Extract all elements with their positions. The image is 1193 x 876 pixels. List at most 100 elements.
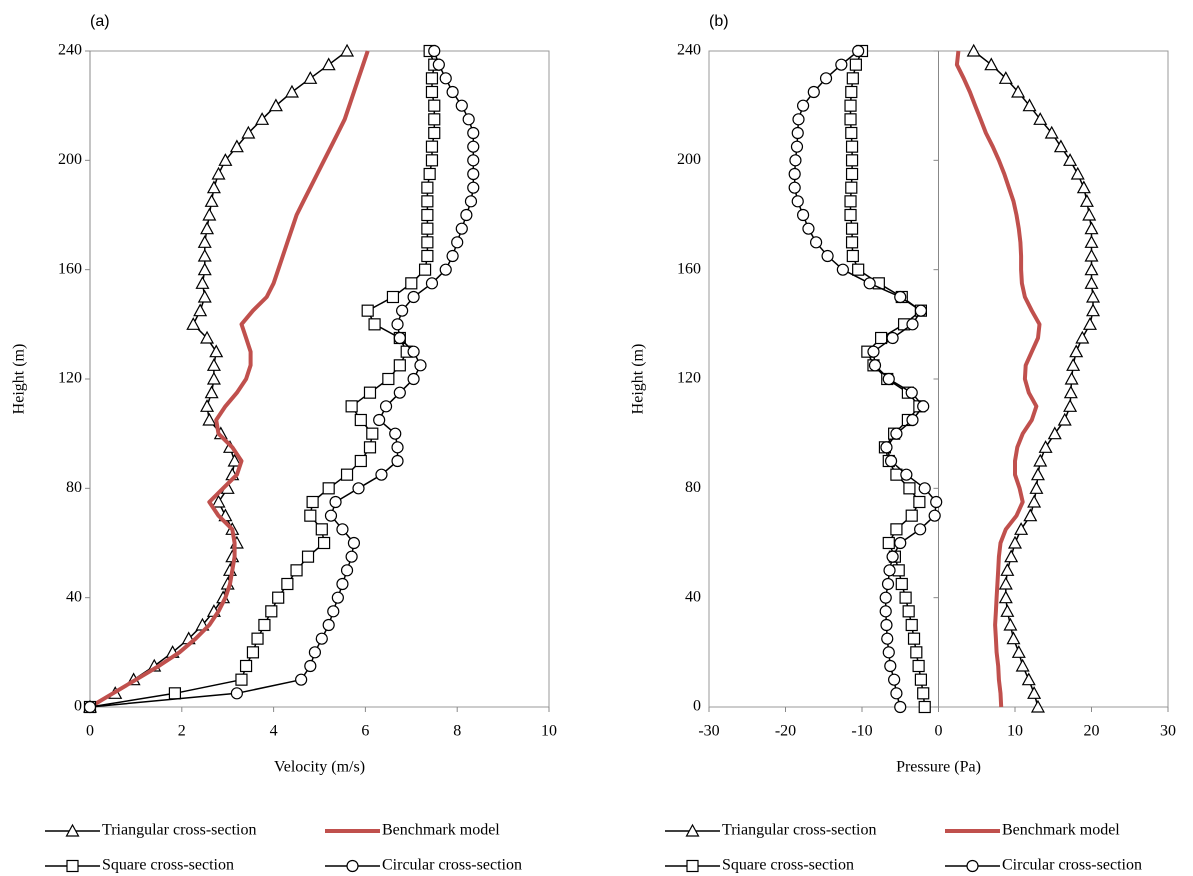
panel-label: (a) (90, 13, 110, 30)
triangle-marker (195, 276, 210, 289)
square-marker (844, 99, 857, 112)
circle-marker (428, 44, 441, 58)
square-marker (917, 687, 930, 700)
y-tick-label: 240 (58, 42, 82, 59)
x-tick-label: 10 (1007, 723, 1023, 740)
square-marker (845, 126, 858, 140)
square-marker (301, 550, 315, 563)
circle-marker (880, 618, 893, 632)
legend-label: Square cross-section (102, 857, 234, 874)
triangle-marker (1000, 563, 1015, 576)
circle-marker (821, 249, 834, 263)
square-marker (258, 618, 271, 632)
circle-marker (879, 605, 892, 618)
square-marker (363, 441, 377, 454)
circle-marker (863, 277, 876, 290)
triangle-marker (998, 590, 1013, 604)
square-marker (852, 263, 865, 276)
y-tick-label: 40 (685, 588, 701, 605)
square-marker (425, 154, 439, 167)
square-marker (890, 523, 903, 536)
square-marker (421, 181, 434, 194)
square-marker (845, 181, 858, 194)
circle-marker (396, 304, 409, 317)
triangle-marker (1084, 221, 1099, 235)
square-marker (914, 673, 928, 686)
circle-marker (446, 85, 459, 99)
circle-marker (882, 372, 895, 386)
circle-marker (809, 236, 823, 249)
square-marker (899, 591, 912, 604)
triangle-marker (1063, 399, 1078, 412)
y-tick-label: 160 (677, 260, 701, 277)
circle-marker (391, 318, 404, 331)
triangle-marker (1033, 112, 1048, 125)
triangle-marker (218, 153, 233, 166)
legend-label: Triangular cross-section (102, 822, 257, 839)
square-marker (421, 236, 434, 249)
circle-marker (894, 700, 907, 714)
triangle-marker (211, 166, 226, 180)
y-tick-label: 200 (677, 151, 701, 168)
circle-marker (467, 167, 480, 181)
triangle-marker (241, 125, 256, 139)
circle-marker (894, 536, 907, 550)
triangle-marker (1066, 358, 1081, 371)
square-marker (386, 290, 400, 304)
triangle-marker (1027, 494, 1042, 508)
square-marker (912, 659, 925, 673)
square-marker (354, 454, 367, 468)
triangle-marker (200, 221, 215, 235)
circle-marker (906, 318, 919, 331)
square-marker (421, 195, 434, 208)
triangle-marker (1033, 453, 1048, 467)
triangle-marker (197, 235, 212, 248)
x-tick-label: -30 (698, 723, 719, 740)
triangle-marker (204, 194, 219, 207)
circle-marker (802, 222, 815, 235)
square-marker (363, 386, 377, 399)
square-marker (845, 236, 859, 249)
circle-marker (315, 632, 328, 645)
circle-marker (467, 126, 480, 140)
triangle-marker (1015, 658, 1030, 672)
square-marker (239, 659, 253, 673)
circle-marker (451, 236, 464, 249)
square-marker (845, 154, 859, 167)
triangle-marker (1003, 617, 1018, 631)
square-marker (315, 523, 328, 536)
square-marker (382, 372, 395, 386)
circle-marker (788, 167, 801, 181)
circle-marker (308, 646, 322, 659)
triangle-marker (1086, 303, 1101, 317)
triangle-marker (966, 43, 981, 57)
triangle-marker (1079, 194, 1094, 207)
legend-label: Benchmark model (1002, 822, 1120, 839)
triangle-marker (1084, 248, 1099, 262)
triangle-marker (197, 262, 212, 276)
triangle-marker (209, 344, 224, 358)
circle-marker (886, 550, 899, 563)
circle-marker (836, 263, 849, 276)
triangle-marker (200, 399, 215, 412)
triangle-marker (1070, 166, 1085, 180)
square-marker (290, 564, 303, 577)
triangle-marker (998, 576, 1013, 590)
triangle-marker (202, 412, 217, 426)
y-axis-title: Height (m) (630, 344, 647, 415)
square-marker (845, 167, 859, 181)
square-marker (903, 482, 916, 495)
legend-label: Benchmark model (382, 822, 500, 839)
triangle-marker (1057, 412, 1072, 426)
x-tick-label: 30 (1160, 723, 1176, 740)
triangle-marker (984, 57, 999, 71)
triangle-marker (998, 71, 1013, 84)
circle-marker (455, 222, 468, 235)
triangle-marker (1084, 276, 1099, 289)
circle-marker (391, 441, 404, 454)
circle-marker (796, 99, 810, 112)
triangle-marker (197, 248, 212, 262)
square-marker (340, 468, 354, 481)
triangle-marker (202, 207, 217, 221)
